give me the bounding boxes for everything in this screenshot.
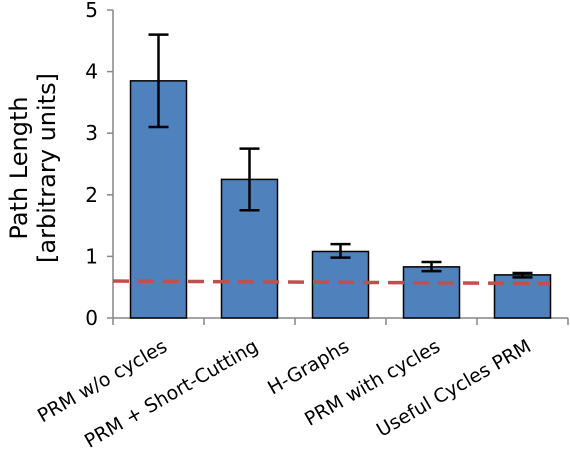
x-tick-label: PRM + Short-Cutting [81, 335, 262, 452]
reference-dashed-line [112, 279, 551, 286]
x-tick-label: Useful Cycles PRM [373, 335, 535, 441]
error-bars [148, 33, 533, 279]
bars [129, 80, 552, 319]
axes [107, 9, 569, 325]
y-tick-label: 1 [85, 244, 98, 268]
y-tick-labels: 0 1 2 3 4 5 [85, 0, 98, 330]
y-tick-label: 2 [85, 183, 98, 207]
bar [311, 250, 370, 319]
y-tick-label: 0 [85, 306, 98, 330]
y-tick-label: 4 [85, 60, 98, 84]
y-axis-title-line-2: [arbitrary units] [33, 73, 61, 263]
bar [402, 266, 461, 319]
y-tick-label: 5 [85, 0, 98, 22]
bar [493, 274, 552, 319]
reference-line [112, 279, 551, 286]
y-axis-title-line-1: Path Length [5, 96, 33, 239]
y-tick-label: 3 [85, 121, 98, 145]
y-axis-title: Path Length [arbitrary units] [5, 73, 61, 263]
